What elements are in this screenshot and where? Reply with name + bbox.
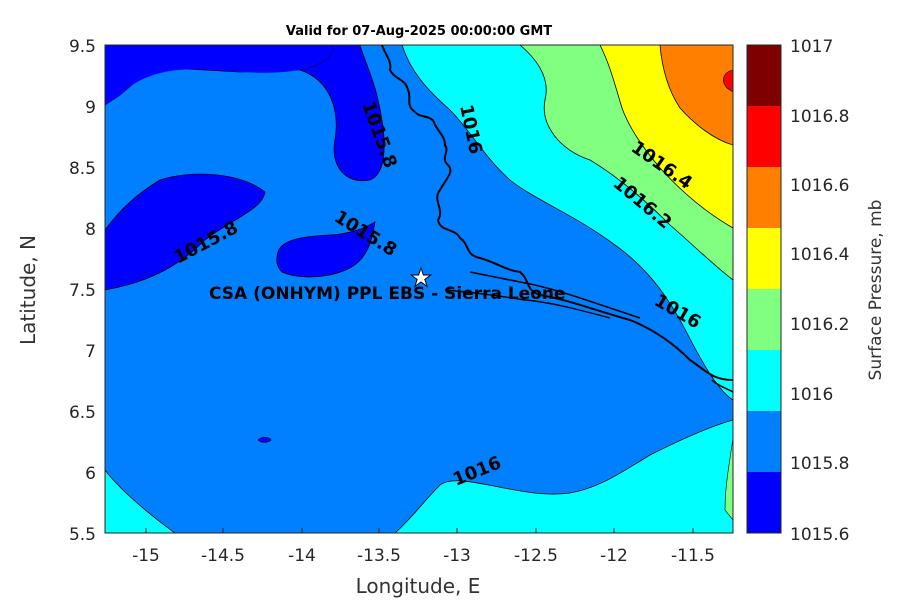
site-label: CSA (ONHYM) PPL EBS - Sierra Leone bbox=[209, 284, 566, 304]
contour-fill bbox=[105, 45, 733, 533]
colorbar-tick-label: 1015.6 bbox=[790, 525, 849, 545]
y-tick-label: 8 bbox=[85, 220, 96, 240]
y-tick-label: 7 bbox=[85, 342, 96, 362]
colorbar-label: Surface Pressure, mb bbox=[866, 199, 886, 381]
x-tick-labels: -15 -14.5 -14 -13.5 -13 -12.5 -12 -11.5 bbox=[132, 546, 715, 566]
colorbar-tick-label: 1016.6 bbox=[790, 176, 849, 196]
y-tick-label: 5.5 bbox=[69, 525, 96, 545]
x-tick-label: -13.5 bbox=[357, 546, 401, 566]
low-pressure-island bbox=[276, 221, 376, 278]
x-tick-label: -11.5 bbox=[671, 546, 715, 566]
star-icon bbox=[409, 266, 433, 288]
colorbar-segment bbox=[747, 289, 781, 350]
coastline bbox=[381, 45, 733, 381]
colorbar-tick-label: 1016.8 bbox=[790, 107, 849, 127]
colorbar-segment bbox=[747, 45, 781, 106]
colorbar-segment bbox=[747, 411, 781, 472]
y-tick-label: 9.5 bbox=[69, 37, 96, 57]
low-pressure-southwest-corner bbox=[105, 45, 333, 105]
colorbar-tick-label: 1017 bbox=[790, 37, 833, 57]
y-tick-label: 8.5 bbox=[69, 159, 96, 179]
colorbar-tick-labels: 1017 1016.8 1016.6 1016.4 1016.2 1016 10… bbox=[790, 37, 849, 545]
x-tick-label: -13 bbox=[443, 546, 471, 566]
y-tick-label: 9 bbox=[85, 98, 96, 118]
x-axis-label: Longitude, E bbox=[355, 574, 481, 598]
colorbar-segment bbox=[747, 228, 781, 289]
x-tick-label: -12.5 bbox=[514, 546, 558, 566]
y-tick-label: 6.5 bbox=[69, 403, 96, 423]
colorbar-segment bbox=[747, 167, 781, 228]
plot-frame bbox=[104, 44, 734, 534]
cyan-region-south bbox=[105, 419, 733, 533]
map-title: Valid for 07-Aug-2025 00:00:00 GMT bbox=[285, 24, 553, 39]
orange-region bbox=[659, 45, 733, 146]
x-tick-label: -12 bbox=[600, 546, 628, 566]
colorbar-tick-label: 1016 bbox=[790, 385, 833, 405]
colorbar bbox=[746, 44, 782, 534]
x-tick-label: -15 bbox=[132, 546, 160, 566]
colorbar-segment bbox=[747, 350, 781, 411]
x-tick-label: -14 bbox=[288, 546, 316, 566]
colorbar-tick-label: 1015.8 bbox=[790, 454, 849, 474]
y-axis-label: Latitude, N bbox=[16, 235, 40, 345]
x-tick-marks bbox=[145, 528, 694, 533]
colorbar-tick-label: 1016.2 bbox=[790, 315, 849, 335]
x-tick-label: -14.5 bbox=[201, 546, 245, 566]
colorbar-segment bbox=[747, 106, 781, 167]
y-tick-label: 7.5 bbox=[69, 281, 96, 301]
colorbar-tick-label: 1016.4 bbox=[790, 245, 849, 265]
y-tick-labels: 9.5 9 8.5 8 7.5 7 6.5 6 5.5 bbox=[69, 37, 96, 545]
y-tick-label: 6 bbox=[85, 464, 96, 484]
colorbar-segment bbox=[747, 472, 781, 533]
low-pressure-region-west bbox=[105, 173, 266, 291]
